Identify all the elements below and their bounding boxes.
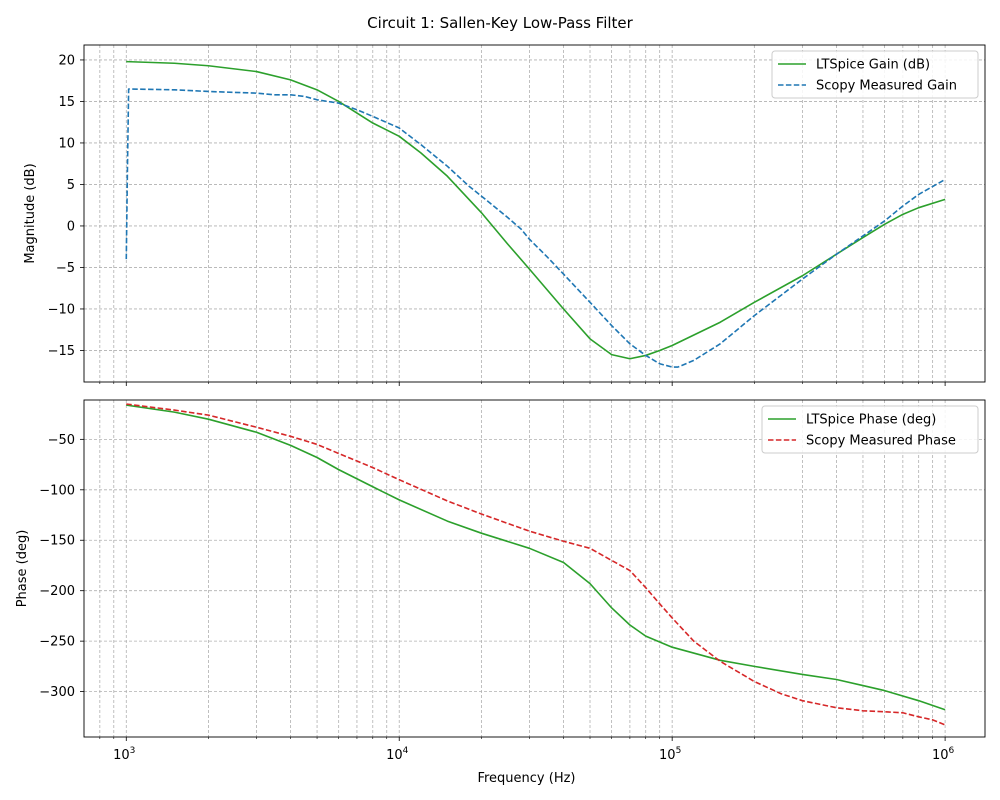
y-tick-label: −50 [48, 433, 75, 448]
legend-label: Scopy Measured Gain [816, 79, 957, 94]
y-axis-label: Magnitude (dB) [23, 163, 38, 263]
legend-box [761, 405, 979, 454]
x-tick-label: 106 [932, 746, 955, 763]
y-tick-label: −200 [39, 584, 75, 599]
y-tick-label: −10 [48, 302, 75, 317]
panel-top: 20 15 10 5 0 −5 −10 −15 Magnitude (dB) LTSpice Ga… [23, 44, 986, 386]
y-tick-label: 10 [58, 136, 75, 151]
x-tick-label: 104 [386, 746, 409, 763]
legend: LTSpice Phase (deg) Scopy Measured Phase [761, 405, 979, 454]
legend: LTSpice Gain (dB) Scopy Measured Gain [771, 50, 979, 99]
x-tick-label: 103 [113, 746, 135, 763]
axes-frame [83, 44, 986, 383]
y-tick-label: −300 [39, 685, 75, 700]
y-tick-label: 5 [67, 178, 75, 193]
y-tick-label: 20 [58, 53, 75, 68]
legend-box [771, 50, 979, 99]
y-tick-label: 0 [67, 219, 75, 234]
legend-label: LTSpice Gain (dB) [816, 58, 930, 73]
y-tick-label: 15 [58, 95, 75, 110]
x-axis-label: Frequency (Hz) [477, 771, 575, 786]
y-tick-label: −250 [39, 635, 75, 650]
series-line-1 [126, 60, 946, 360]
x-tick-label: 105 [659, 746, 681, 763]
panel-bottom: 103 104 105 106 −50 −100 −150 −200 −250 −300 Phase… [15, 399, 986, 786]
y-tick-label: −15 [48, 344, 75, 359]
series-line-2 [125, 88, 946, 368]
y-axis-label: Phase (deg) [15, 530, 30, 608]
legend-label: Scopy Measured Phase [806, 434, 956, 449]
series-line-1 [126, 404, 946, 711]
legend-label: LTSpice Phase (deg) [806, 413, 936, 428]
figure-title: Circuit 1: Sallen-Key Low-Pass Filter [367, 14, 633, 32]
y-tick-label: −150 [39, 534, 75, 549]
y-tick-label: −100 [39, 483, 75, 498]
axes-frame [83, 399, 986, 738]
series-line-2 [126, 403, 946, 726]
y-tick-label: −5 [56, 261, 75, 276]
